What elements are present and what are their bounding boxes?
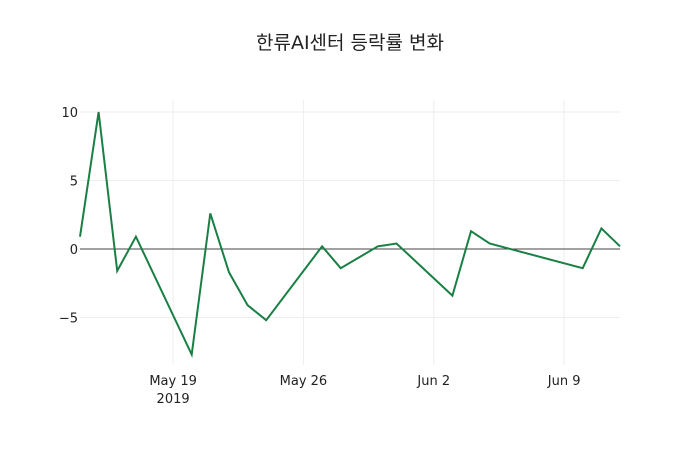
svg-text:2019: 2019: [157, 392, 190, 407]
svg-text:0: 0: [70, 243, 78, 258]
svg-text:Jun 9: Jun 9: [547, 374, 581, 389]
svg-text:−5: −5: [59, 312, 78, 327]
x-axis-ticks: May 19 2019 May 26 Jun 2 Jun 9: [149, 374, 580, 407]
chart-title: 한류AI센터 등락률 변화: [255, 32, 444, 54]
svg-text:Jun 2: Jun 2: [416, 374, 450, 389]
y-axis-ticks: 10 5 0 −5: [59, 106, 78, 327]
svg-text:May 19: May 19: [149, 374, 197, 389]
grid-lines: [80, 100, 620, 365]
data-line: [79, 111, 621, 358]
svg-text:May 26: May 26: [280, 374, 328, 389]
svg-text:10: 10: [61, 106, 78, 121]
svg-text:5: 5: [70, 175, 78, 190]
